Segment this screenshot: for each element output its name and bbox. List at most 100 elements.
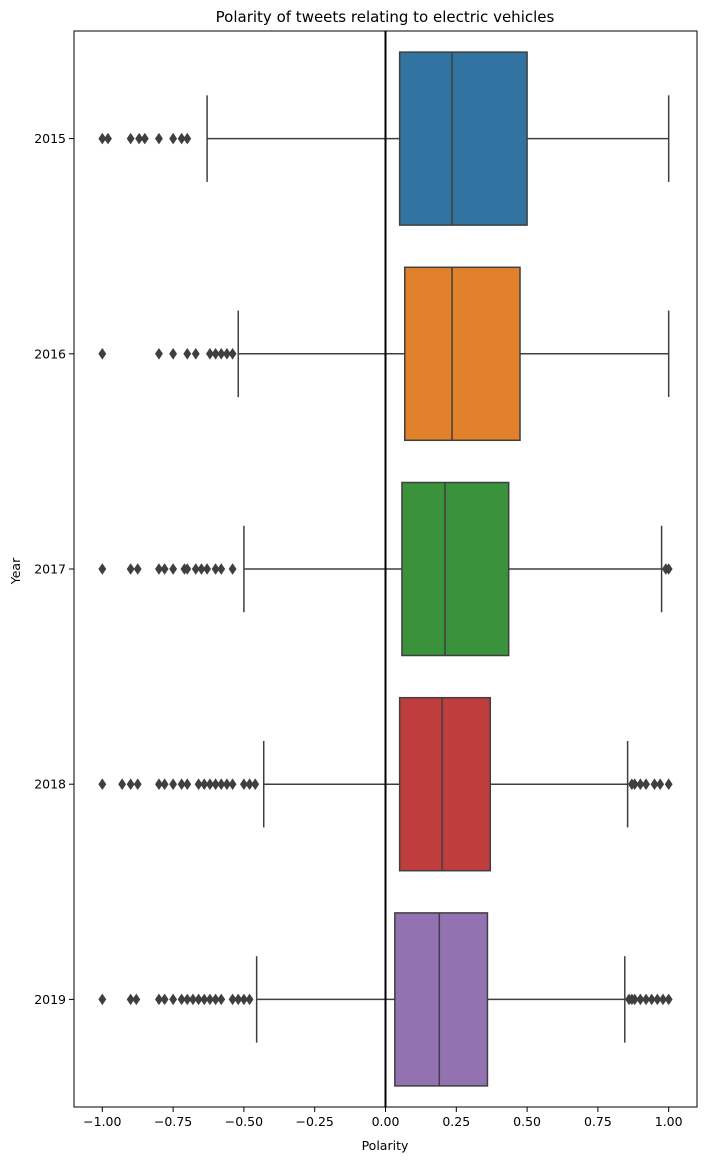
outlier-point-2019-12 [211,993,220,1006]
outlier-point-2017-0 [98,563,107,575]
outlier-point-2019-4 [160,993,169,1006]
outlier-point-2018-20 [630,778,639,790]
outlier-point-2018-24 [656,778,665,790]
outlier-point-2019-15 [234,993,243,1006]
outlier-point-2019-9 [194,993,203,1006]
y-tick-label: 2018 [34,777,66,792]
outlier-point-2018-5 [160,778,169,790]
outlier-point-2019-11 [205,993,214,1006]
outlier-point-2018-13 [217,778,226,790]
outlier-point-2017-12 [217,563,226,575]
outlier-point-2017-8 [191,563,200,575]
box-2019 [98,912,673,1087]
outlier-point-2016-8 [222,348,231,360]
box-series-group [98,51,673,1087]
box-2018 [98,696,673,872]
outlier-point-2016-2 [169,348,178,360]
outlier-point-2015-7 [177,132,186,145]
outlier-point-2018-2 [126,778,135,790]
x-tick-label: −0.25 [296,1114,334,1129]
outlier-point-2018-7 [177,778,186,790]
x-tick-label: −1.00 [83,1114,121,1129]
outlier-point-2018-12 [211,778,220,790]
y-tick-label: 2017 [34,562,66,577]
box-2015 [98,51,670,226]
y-axis: 2015 2016 2017 2018 2019 [34,131,74,1007]
box-2017 [98,481,673,657]
outlier-point-2015-6 [169,132,178,145]
outlier-point-2015-2 [126,132,135,145]
outlier-point-2019-24 [653,993,662,1006]
outlier-point-2016-3 [183,348,192,360]
outlier-point-2019-13 [217,993,226,1006]
outlier-point-2015-1 [104,132,112,145]
iqr-box-2018 [398,696,492,872]
outlier-point-2019-26 [664,993,673,1006]
outlier-point-2017-3 [155,563,163,575]
outlier-point-2015-8 [183,132,192,145]
y-axis-label: Year [8,557,23,585]
outlier-point-2016-1 [155,348,163,360]
outlier-point-2018-9 [194,778,203,790]
outlier-point-2016-0 [98,348,107,360]
iqr-box-2016 [404,266,521,442]
iqr-box-2019 [394,912,489,1087]
outlier-point-2019-17 [245,993,254,1006]
outlier-point-2018-14 [222,778,231,790]
x-tick-label: 0.75 [584,1114,612,1129]
outlier-point-2018-1 [118,778,127,790]
outlier-point-2019-7 [183,993,192,1006]
outlier-point-2019-0 [98,993,107,1006]
outlier-point-2017-4 [160,563,169,575]
outlier-point-2019-21 [636,993,645,1006]
outlier-point-2017-15 [664,563,673,575]
iqr-box-2017 [401,481,510,657]
outlier-point-2019-8 [189,993,197,1006]
outlier-point-2017-11 [211,563,220,575]
outlier-point-2018-18 [251,778,260,790]
y-tick-label: 2019 [34,992,66,1007]
x-tick-label: 0.00 [372,1114,400,1129]
outlier-point-2018-23 [650,778,659,790]
x-axis: −1.00 −0.75 −0.50 −0.25 0.00 0.25 0.50 0.75 1.00 [83,1107,683,1129]
outlier-point-2017-7 [183,563,192,575]
y-tick-label: 2015 [34,131,66,146]
outlier-point-2018-22 [642,778,650,790]
outlier-point-2018-8 [183,778,192,790]
x-tick-label: 0.50 [513,1114,541,1129]
outlier-point-2015-5 [155,132,163,145]
outlier-point-2018-6 [169,778,178,790]
x-tick-label: 1.00 [655,1114,683,1129]
outlier-point-2018-11 [205,778,214,790]
outlier-point-2019-10 [200,993,209,1006]
outlier-point-2017-10 [203,563,212,575]
outlier-point-2019-14 [228,993,237,1006]
x-tick-label: −0.75 [154,1114,192,1129]
x-tick-label: −0.50 [225,1114,263,1129]
outlier-point-2016-9 [228,348,237,360]
outlier-point-2019-3 [155,993,163,1006]
outlier-point-2018-4 [155,778,163,790]
outlier-point-2018-10 [200,778,209,790]
outlier-point-2018-16 [239,778,248,790]
x-axis-label: Polarity [362,1138,409,1153]
outlier-point-2018-21 [636,778,645,790]
outlier-point-2019-6 [177,993,186,1006]
outlier-point-2017-9 [197,563,206,575]
outlier-point-2019-16 [239,993,248,1006]
outlier-point-2016-5 [205,348,214,360]
outlier-point-2019-1 [126,993,135,1006]
chart-title: Polarity of tweets relating to electric … [216,8,555,26]
outlier-point-2019-25 [659,993,667,1006]
outlier-point-2018-3 [133,778,142,790]
outlier-point-2018-17 [245,778,254,790]
outlier-point-2017-13 [228,563,237,575]
x-tick-label: 0.25 [442,1114,470,1129]
outlier-point-2017-5 [169,563,178,575]
outlier-point-2015-3 [135,132,144,145]
outlier-point-2019-22 [642,993,650,1006]
outlier-point-2016-6 [211,348,220,360]
outlier-point-2018-25 [664,778,673,790]
iqr-box-2015 [398,51,528,226]
